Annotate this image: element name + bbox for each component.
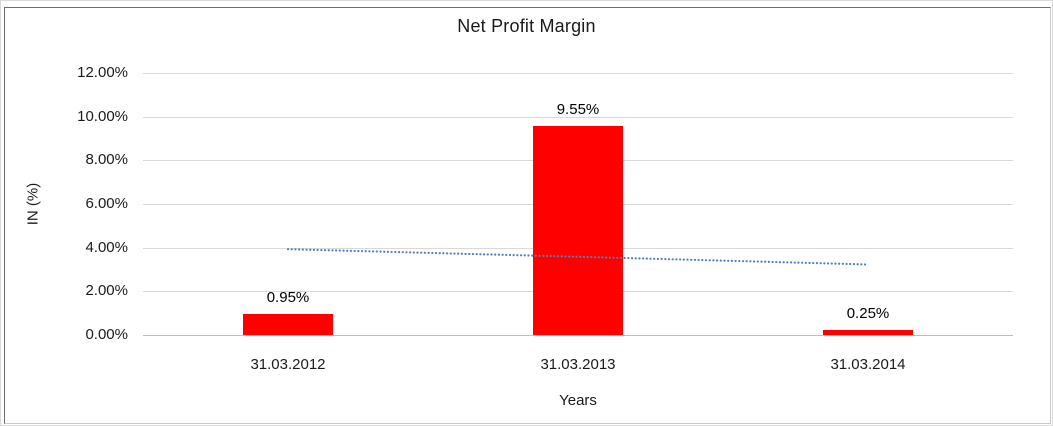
x-tick-label: 31.03.2013 xyxy=(540,356,616,373)
x-tick-label: 31.03.2012 xyxy=(250,356,326,373)
plot-area xyxy=(143,73,1013,336)
data-label: 0.25% xyxy=(846,304,890,322)
trendline xyxy=(286,248,870,266)
y-tick-label: 0.00% xyxy=(85,326,128,343)
chart-title: Net Profit Margin xyxy=(457,16,596,36)
y-tick-label: 6.00% xyxy=(85,195,128,212)
y-tick-label: 10.00% xyxy=(77,108,128,125)
x-tick-label: 31.03.2014 xyxy=(830,356,906,373)
bar-31.03.2013 xyxy=(533,126,623,335)
gridline xyxy=(143,117,1013,118)
x-axis-title: Years xyxy=(559,392,597,409)
data-label: 9.55% xyxy=(556,101,600,119)
y-tick-label: 4.00% xyxy=(85,239,128,256)
y-tick-label: 2.00% xyxy=(85,282,128,299)
y-tick-label: 8.00% xyxy=(85,151,128,168)
trendline-path xyxy=(286,248,870,266)
data-label: 0.95% xyxy=(266,289,310,307)
bar-31.03.2012 xyxy=(243,314,333,335)
y-tick-label: 12.00% xyxy=(77,64,128,81)
gridline xyxy=(143,73,1013,74)
bar-31.03.2014 xyxy=(823,329,913,335)
x-axis-line xyxy=(143,335,1013,336)
